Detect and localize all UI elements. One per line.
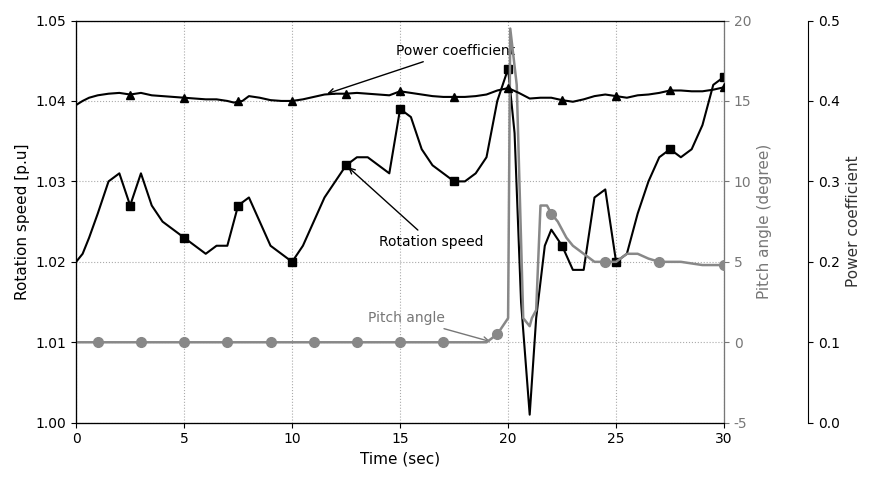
X-axis label: Time (sec): Time (sec) [360,452,440,467]
Y-axis label: Rotation speed [p.u]: Rotation speed [p.u] [15,143,30,300]
Y-axis label: Power coefficient: Power coefficient [846,156,861,287]
Y-axis label: Pitch angle (degree): Pitch angle (degree) [757,144,772,299]
Text: Power coefficient: Power coefficient [328,44,515,94]
Text: Pitch angle: Pitch angle [368,311,488,342]
Text: Rotation speed: Rotation speed [349,168,483,249]
